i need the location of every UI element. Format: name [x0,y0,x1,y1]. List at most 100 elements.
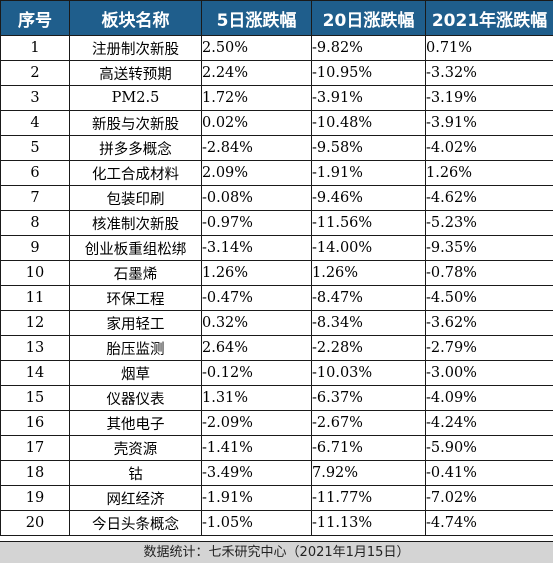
table-row: 9 创业板重组松绑 -3.14% -14.00% -9.35% [0,235,553,261]
table-row: 2 高送转预期 2.24% -10.95% -3.32% [0,60,553,86]
cell-ytd-change: 1.26% [425,160,553,186]
cell-20d-change: -2.67% [311,410,426,436]
cell-5d-change: -2.84% [201,135,312,161]
cell-sector-name: 创业板重组松绑 [69,235,202,261]
cell-seq: 19 [0,485,70,511]
cell-seq: 20 [0,510,70,536]
cell-20d-change: -10.03% [311,360,426,386]
cell-seq: 15 [0,385,70,411]
cell-5d-change: -2.09% [201,410,312,436]
table-row: 8 核准制次新股 -0.97% -11.56% -5.23% [0,210,553,236]
cell-sector-name: 壳资源 [69,435,202,461]
cell-5d-change: -3.14% [201,235,312,261]
table-row: 3 PM2.5 1.72% -3.91% -3.19% [0,85,553,111]
cell-20d-change: -2.28% [311,335,426,361]
cell-seq: 1 [0,35,70,61]
header-ytd-change: 2021年涨跌幅 [425,0,553,36]
cell-seq: 9 [0,235,70,261]
cell-20d-change: -11.56% [311,210,426,236]
table-row: 19 网红经济 -1.91% -11.77% -7.02% [0,485,553,511]
cell-20d-change: -10.95% [311,60,426,86]
cell-sector-name: 石墨烯 [69,260,202,286]
cell-5d-change: 0.02% [201,110,312,136]
cell-5d-change: -0.12% [201,360,312,386]
table-row: 4 新股与次新股 0.02% -10.48% -3.91% [0,110,553,136]
cell-5d-change: 0.32% [201,310,312,336]
cell-ytd-change: -4.09% [425,385,553,411]
cell-5d-change: 2.24% [201,60,312,86]
cell-sector-name: 仪器仪表 [69,385,202,411]
cell-sector-name: 网红经济 [69,485,202,511]
cell-ytd-change: -4.50% [425,285,553,311]
cell-seq: 13 [0,335,70,361]
cell-5d-change: 2.09% [201,160,312,186]
cell-ytd-change: -3.19% [425,85,553,111]
cell-20d-change: -1.91% [311,160,426,186]
table-row: 6 化工合成材料 2.09% -1.91% 1.26% [0,160,553,186]
cell-20d-change: -9.46% [311,185,426,211]
cell-20d-change: -8.47% [311,285,426,311]
cell-sector-name: 其他电子 [69,410,202,436]
cell-5d-change: 2.50% [201,35,312,61]
table-row: 18 钴 -3.49% 7.92% -0.41% [0,460,553,486]
table-row: 12 家用轻工 0.32% -8.34% -3.62% [0,310,553,336]
header-row: 序号 板块名称 5日涨跌幅 20日涨跌幅 2021年涨跌幅 [0,0,553,36]
cell-ytd-change: -7.02% [425,485,553,511]
cell-ytd-change: -4.74% [425,510,553,536]
table-row: 13 胎压监测 2.64% -2.28% -2.79% [0,335,553,361]
cell-20d-change: 1.26% [311,260,426,286]
table-row: 15 仪器仪表 1.31% -6.37% -4.09% [0,385,553,411]
cell-20d-change: -11.13% [311,510,426,536]
source-footer: 数据统计：七禾研究中心（2021年1月15日） [0,541,553,563]
cell-seq: 17 [0,435,70,461]
cell-sector-name: 高送转预期 [69,60,202,86]
cell-seq: 6 [0,160,70,186]
cell-5d-change: -0.97% [201,210,312,236]
cell-20d-change: -9.58% [311,135,426,161]
table-row: 7 包装印刷 -0.08% -9.46% -4.62% [0,185,553,211]
sector-performance-table: 序号 板块名称 5日涨跌幅 20日涨跌幅 2021年涨跌幅 1 注册制次新股 2.5… [0,0,553,536]
cell-20d-change: 7.92% [311,460,426,486]
cell-20d-change: -6.71% [311,435,426,461]
cell-sector-name: 烟草 [69,360,202,386]
cell-20d-change: -9.82% [311,35,426,61]
cell-sector-name: 包装印刷 [69,185,202,211]
cell-ytd-change: -3.91% [425,110,553,136]
cell-5d-change: -1.05% [201,510,312,536]
cell-sector-name: 家用轻工 [69,310,202,336]
table-row: 17 壳资源 -1.41% -6.71% -5.90% [0,435,553,461]
cell-5d-change: -3.49% [201,460,312,486]
table-body: 1 注册制次新股 2.50% -9.82% 0.71% 2 高送转预期 2.24% -10.95… [0,35,553,536]
header-5d-change: 5日涨跌幅 [201,0,312,36]
cell-20d-change: -8.34% [311,310,426,336]
cell-sector-name: 核准制次新股 [69,210,202,236]
cell-ytd-change: -3.00% [425,360,553,386]
table-row: 1 注册制次新股 2.50% -9.82% 0.71% [0,35,553,61]
cell-5d-change: 1.72% [201,85,312,111]
cell-ytd-change: 0.71% [425,35,553,61]
cell-ytd-change: -5.23% [425,210,553,236]
cell-20d-change: -14.00% [311,235,426,261]
table-row: 16 其他电子 -2.09% -2.67% -4.24% [0,410,553,436]
cell-20d-change: -10.48% [311,110,426,136]
cell-sector-name: 新股与次新股 [69,110,202,136]
cell-20d-change: -3.91% [311,85,426,111]
cell-20d-change: -6.37% [311,385,426,411]
cell-seq: 18 [0,460,70,486]
cell-sector-name: 今日头条概念 [69,510,202,536]
table-row: 5 拼多多概念 -2.84% -9.58% -4.02% [0,135,553,161]
cell-sector-name: 拼多多概念 [69,135,202,161]
cell-5d-change: -0.47% [201,285,312,311]
cell-5d-change: -0.08% [201,185,312,211]
cell-seq: 5 [0,135,70,161]
cell-seq: 2 [0,60,70,86]
table-row: 10 石墨烯 1.26% 1.26% -0.78% [0,260,553,286]
cell-ytd-change: -9.35% [425,235,553,261]
cell-sector-name: 钴 [69,460,202,486]
cell-seq: 8 [0,210,70,236]
header-sector-name: 板块名称 [69,0,202,36]
cell-seq: 4 [0,110,70,136]
cell-sector-name: PM2.5 [69,85,202,111]
header-seq: 序号 [0,0,70,36]
cell-5d-change: -1.91% [201,485,312,511]
